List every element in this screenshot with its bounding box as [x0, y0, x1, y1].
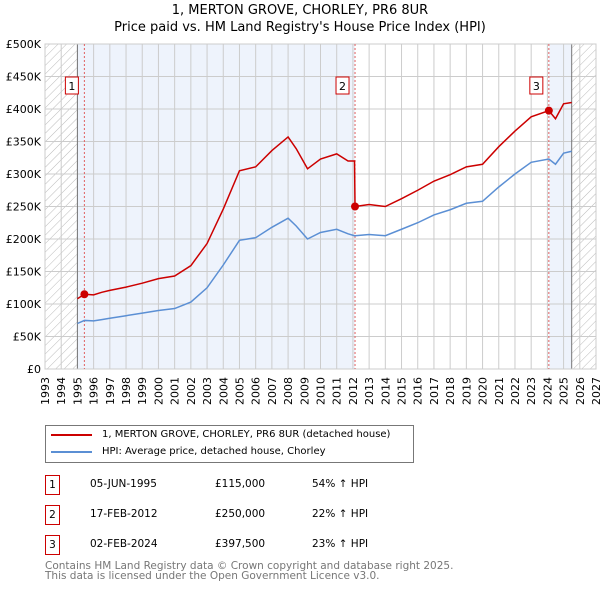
chart-title: 1, MERTON GROVE, CHORLEY, PR6 8UR [171, 3, 429, 18]
legend-item-property: 1, MERTON GROVE, CHORLEY, PR6 8UR (detac… [51, 429, 390, 440]
y-tick-label: £300K [6, 168, 42, 181]
x-tick-label: 2011 [331, 377, 344, 405]
x-tick-label: 2002 [185, 377, 198, 405]
x-tick-label: 1995 [71, 377, 84, 405]
x-tick-label: 2025 [558, 377, 571, 405]
x-tick-label: 1998 [120, 377, 133, 405]
sale-marker-label: 3 [533, 80, 540, 93]
legend-swatch [51, 433, 92, 436]
x-tick-label: 2024 [541, 377, 554, 405]
y-tick-label: £350K [6, 136, 42, 149]
chart-subtitle: Price paid vs. HM Land Registry's House … [114, 20, 486, 35]
x-tick-label: 2019 [460, 377, 473, 405]
sale-marker: 3 [45, 535, 60, 555]
y-tick-label: £200K [6, 233, 42, 246]
x-tick-label: 2020 [477, 377, 490, 405]
x-tick-label: 2021 [493, 377, 506, 405]
y-tick-label: £250K [6, 201, 42, 214]
x-tick-label: 2008 [282, 377, 295, 405]
x-tick-label: 2016 [412, 377, 425, 405]
sale-marker-label: 2 [339, 80, 346, 93]
x-tick-label: 2017 [428, 377, 441, 405]
y-tick-label: £500K [6, 38, 42, 51]
x-tick-label: 2007 [266, 377, 279, 405]
x-tick-label: 2000 [152, 377, 165, 405]
sale-date: 17-FEB-2012 [90, 508, 158, 520]
x-tick-label: 2013 [363, 377, 376, 405]
x-tick-label: 2026 [574, 377, 587, 405]
legend-label: 1, MERTON GROVE, CHORLEY, PR6 8UR (detac… [102, 429, 391, 440]
sale-point [544, 106, 553, 115]
y-tick-label: £400K [6, 103, 42, 116]
sale-date: 05-JUN-1995 [90, 478, 157, 490]
x-tick-label: 2018 [444, 377, 457, 405]
x-tick-label: 1993 [39, 377, 52, 405]
x-tick-label: 2027 [590, 377, 600, 405]
sale-price: £115,000 [215, 478, 266, 490]
sale-marker-label: 1 [68, 80, 75, 93]
y-tick-label: £50K [13, 331, 42, 344]
x-tick-label: 2009 [298, 377, 311, 405]
x-tick-label: 1999 [136, 377, 149, 405]
sale-marker: 2 [45, 505, 60, 525]
y-tick-label: £450K [6, 71, 42, 84]
x-tick-label: 2001 [169, 377, 182, 405]
x-tick-label: 2004 [217, 377, 230, 405]
x-tick-label: 2003 [201, 377, 214, 405]
property-price-line [77, 101, 572, 300]
footer: Contains HM Land Registry data © Crown c… [45, 560, 454, 582]
x-tick-label: 2014 [379, 377, 392, 405]
sale-hpi: 54% ↑ HPI [312, 478, 369, 490]
legend-label: HPI: Average price, detached house, Chor… [102, 446, 326, 457]
y-tick-label: £150K [6, 266, 42, 279]
sale-row: 2 17-FEB-2012 £250,000 22% ↑ HPI [45, 505, 445, 525]
footer-line: Contains HM Land Registry data © Crown c… [45, 560, 454, 572]
x-tick-label: 2012 [347, 377, 360, 405]
y-tick-label: £0 [27, 363, 41, 376]
sale-row: 1 05-JUN-1995 £115,000 54% ↑ HPI [45, 475, 445, 495]
sale-marker-box [64, 76, 79, 95]
plot-area: 1993 1994 1995 1996 1997 1998 1999 2000 2001 2002… [6, 38, 600, 405]
sale-price: £397,500 [215, 538, 266, 550]
x-tick-label: 2006 [250, 377, 263, 405]
x-tick-label: 2015 [396, 377, 409, 405]
sale-price: £250,000 [215, 508, 266, 520]
legend-item-hpi: HPI: Average price, detached house, Chor… [51, 446, 326, 457]
sale-date: 02-FEB-2024 [90, 538, 158, 550]
sale-hpi: 22% ↑ HPI [312, 508, 369, 520]
sale-marker-box [529, 76, 544, 95]
sale-marker: 1 [45, 475, 60, 495]
x-tick-label: 2010 [315, 377, 328, 405]
legend-swatch [51, 450, 92, 453]
x-tick-label: 2023 [525, 377, 538, 405]
hpi-line [77, 150, 572, 325]
sale-row: 3 02-FEB-2024 £397,500 23% ↑ HPI [45, 535, 445, 555]
sale-point [80, 290, 89, 299]
sale-hpi: 23% ↑ HPI [312, 538, 369, 550]
y-tick-label: £100K [6, 298, 42, 311]
x-tick-label: 1996 [88, 377, 101, 405]
legend: 1, MERTON GROVE, CHORLEY, PR6 8UR (detac… [45, 425, 414, 463]
footer-line: This data is licensed under the Open Gov… [45, 570, 380, 582]
sale-marker-box [335, 76, 350, 95]
x-tick-label: 2005 [233, 377, 246, 405]
sale-point [351, 202, 360, 211]
x-tick-label: 1997 [104, 377, 117, 405]
plot-border [44, 43, 597, 370]
x-tick-label: 2022 [509, 377, 522, 405]
x-tick-label: 1994 [55, 377, 68, 405]
